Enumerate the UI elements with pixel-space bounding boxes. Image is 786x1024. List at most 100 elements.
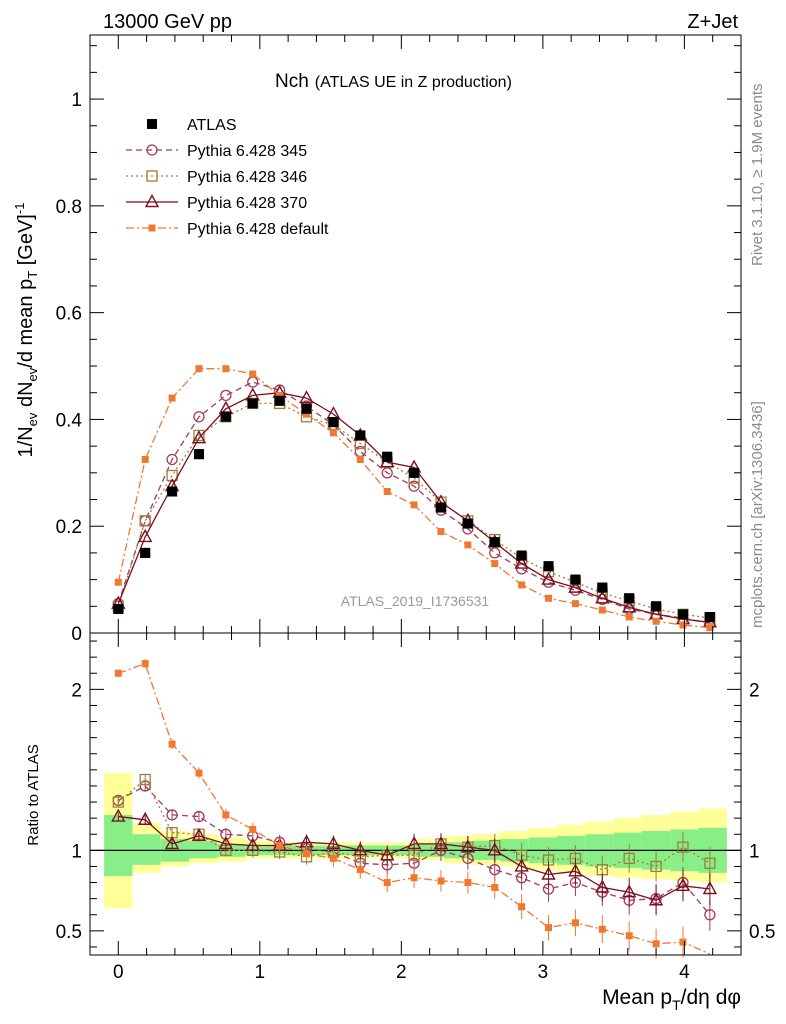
pythia-6-428-346-line (117, 402, 710, 619)
pythia-6-428-345-point (220, 389, 232, 402)
ratio-band-green (189, 840, 218, 859)
atlas-data-point (355, 430, 366, 441)
plot-title-sub: (ATLAS UE in Z production) (315, 74, 512, 91)
rivet-label: Rivet 3.1.10, ≥ 1.9M events (749, 84, 766, 267)
main-ytick-label: 0 (71, 624, 82, 645)
atlas-data-point (677, 609, 688, 620)
ratio-pythia-6-428-370-point (648, 892, 664, 906)
pythia-6-428-346-point (139, 515, 151, 527)
ratio-pythia-6-428-370-point (675, 877, 691, 891)
atlas-data-point (382, 451, 393, 462)
main-ytick-label: 0.8 (56, 197, 82, 218)
pythia-6-428-default-point (598, 606, 606, 614)
pythia-6-428-default-point (114, 578, 122, 586)
ratio-pythia-6-428-default-line (118, 662, 711, 955)
ratio-pythia-6-428-default-point (518, 903, 526, 911)
xtick-label: 0 (113, 962, 124, 983)
pythia-6-428-370-point (541, 571, 556, 585)
atlas-data-point (435, 502, 446, 513)
ratio-band-green (132, 834, 161, 865)
ratio-pythia-6-428-370-point (460, 839, 476, 853)
ratio-pythia-6-428-default-point (625, 932, 633, 940)
pythia-6-428-345-point (408, 480, 420, 492)
ratio-pythia-6-428-346-point (112, 796, 124, 808)
ratio-pythia-6-428-370-point (595, 879, 610, 893)
legend-atlas-label: ATLAS (187, 117, 237, 134)
pythia-6-428-370-point (191, 430, 207, 444)
beam-label: 13000 GeV pp (103, 11, 232, 33)
ratio-band-green (104, 814, 133, 877)
pythia-6-428-default-point (168, 394, 176, 402)
atlas-data-point (597, 582, 608, 593)
pythia-6-428-default-point (276, 391, 284, 399)
atlas-data-point (140, 547, 151, 558)
ratio-plot-panel: 0.5 0.5 1 1 2 2 0 1 2 3 4 (56, 632, 775, 983)
ratio-pythia-6-428-default-point (168, 740, 176, 748)
legend-pythia-6-428-345-label: Pythia 6.428 345 (187, 143, 307, 160)
ratio-pythia-6-428-default-point (249, 825, 257, 833)
atlas-data-point (624, 593, 635, 604)
pythia-6-428-370-point (514, 555, 529, 569)
ratio-ytick-label-right: 0.5 (749, 922, 775, 943)
ratio-ytick-label-right: 2 (749, 680, 760, 701)
pythia-6-428-default-point (706, 624, 714, 632)
pythia-6-428-default-point (545, 594, 553, 602)
ratio-pythia-6-428-370-point (433, 835, 449, 850)
pythia-6-428-default-point (383, 488, 391, 496)
pythia-6-428-default-point (491, 560, 499, 568)
ratio-pythia-6-428-370-point (702, 881, 718, 895)
ratio-pythia-6-428-345-point (166, 809, 178, 821)
ratio-pythia-6-428-default-point (222, 811, 230, 819)
ratio-pythia-6-428-370-point (353, 842, 368, 856)
pythia-6-428-370-point (568, 579, 583, 593)
pythia-6-428-370-point (299, 390, 314, 404)
ratio-pythia-6-428-370-point (406, 835, 422, 850)
legend-pythia-6-428-346-label: Pythia 6.428 346 (187, 169, 307, 186)
atlas-data-point (247, 398, 258, 409)
ratio-pythia-6-428-default-point (383, 879, 391, 887)
ratio-pythia-6-428-370-point (541, 866, 556, 880)
atlas-data-point (462, 518, 473, 529)
ratio-pythia-6-428-346-point (704, 857, 716, 869)
atlas-data-point (193, 449, 204, 460)
pythia-6-428-default-point (141, 455, 149, 463)
pythia-6-428-default-point (625, 613, 633, 621)
main-ytick-label: 0.2 (56, 517, 82, 538)
ratio-pythia-6-428-346-point (623, 852, 635, 865)
atlas-data-point (409, 467, 420, 478)
ratio-pythia-6-428-370-point (218, 835, 234, 850)
pythia-6-428-370-point (622, 599, 637, 613)
ratio-pythia-6-428-370-point (191, 827, 207, 842)
ratio-pythia-6-428-default-point (329, 854, 337, 862)
pythia-6-428-370-point (138, 528, 153, 543)
pythia-6-428-default-point (410, 501, 418, 509)
xtick-label: 3 (538, 962, 549, 983)
atlas-data-point (704, 611, 715, 622)
ratio-ytick-label: 1 (71, 841, 82, 862)
xlabel: Mean pT/dη dφ (602, 986, 741, 1013)
pythia-6-428-345-point (139, 515, 151, 527)
plot-title-main: Nch (275, 71, 309, 92)
legend-pythia-6-428-346-marker (146, 170, 158, 182)
atlas-data-point (274, 395, 285, 406)
pythia-6-428-345-point (381, 467, 393, 479)
pythia-6-428-default-point (652, 617, 660, 625)
ratio-pythia-6-428-345-point (704, 909, 716, 921)
ratio-pythia-6-428-370-point (245, 837, 260, 851)
ratio-pythia-6-428-346-point (677, 841, 689, 853)
pythia-6-428-default-point (303, 410, 311, 418)
ratio-pythia-6-428-default-point (276, 842, 284, 850)
pythia-6-428-default-point (249, 370, 257, 378)
ratio-pythia-6-428-346-point (650, 860, 662, 873)
ratio-pythia-6-428-default-point (679, 938, 687, 946)
pythia-6-428-345-point (247, 376, 259, 388)
ratio-ytick-label: 0.5 (56, 922, 82, 943)
ratio-pythia-6-428-default-point (571, 919, 579, 927)
ratio-pythia-6-428-default-point (464, 879, 472, 887)
atlas-data-point (113, 603, 124, 614)
legend-pythia-6-428-370-marker (144, 194, 160, 208)
main-ylabel: 1/Nev dNev/d mean pT [GeV]-1 (12, 203, 40, 458)
pythia-6-428-default-point (195, 365, 203, 373)
ratio-pythia-6-428-default-point (652, 940, 660, 948)
